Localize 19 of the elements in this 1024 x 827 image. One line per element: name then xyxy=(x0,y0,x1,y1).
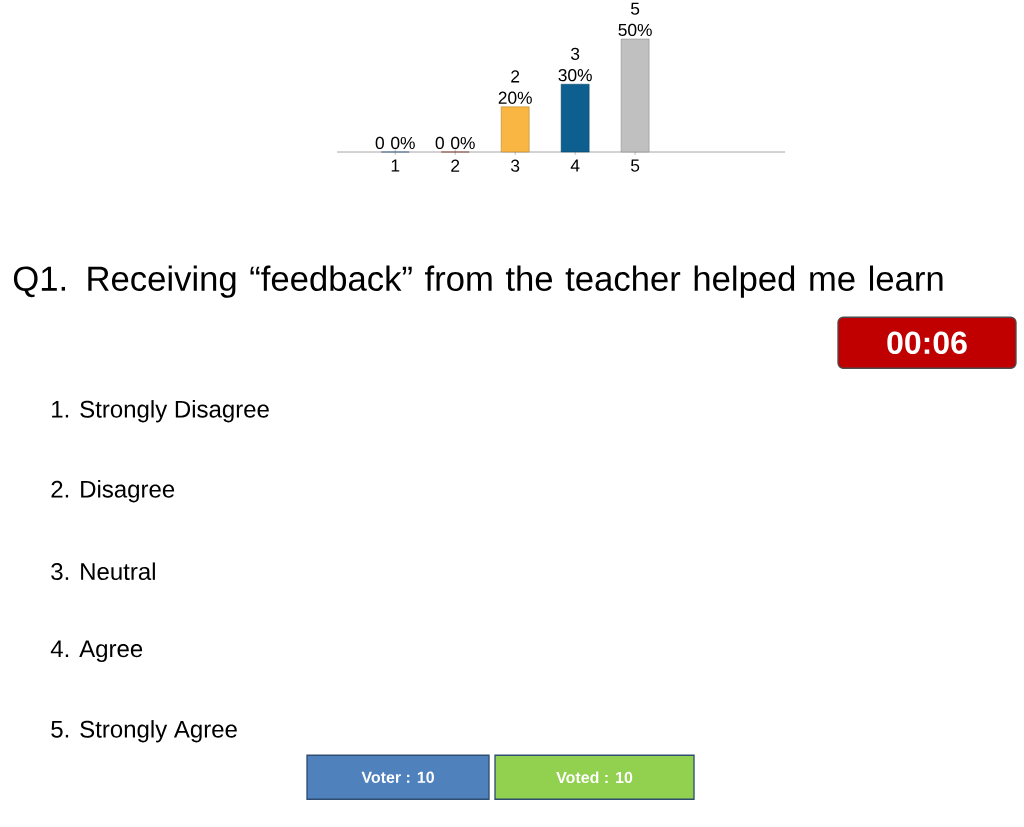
text: 00:06 xyxy=(887,331,967,354)
data-label: 0 0% xyxy=(375,136,415,149)
text: 3. Neutral xyxy=(51,562,155,580)
data-label: 0 0% xyxy=(435,136,475,149)
x-tick-label: 5 xyxy=(630,159,640,172)
text: 1. Strongly Disagree xyxy=(52,399,269,423)
text: 4. Agree xyxy=(50,640,143,662)
data-label: 2 20% xyxy=(498,70,532,104)
text: Voted : 10 xyxy=(556,771,633,783)
data-label: 5 50% xyxy=(618,2,652,36)
x-tick-label: 2 xyxy=(451,159,460,172)
x-tick-label: 1 xyxy=(391,159,400,172)
data-label: 3 30% xyxy=(558,47,592,82)
x-tick-label: 3 xyxy=(511,159,520,172)
text: 5. Strongly Agree xyxy=(51,719,237,743)
text: Q1. Receiving “feedback” from the teacher helped me learn xyxy=(13,265,943,298)
text: Voter : 10 xyxy=(361,771,434,783)
text: 2. Disagree xyxy=(51,479,175,503)
x-tick-label: 4 xyxy=(570,159,580,172)
